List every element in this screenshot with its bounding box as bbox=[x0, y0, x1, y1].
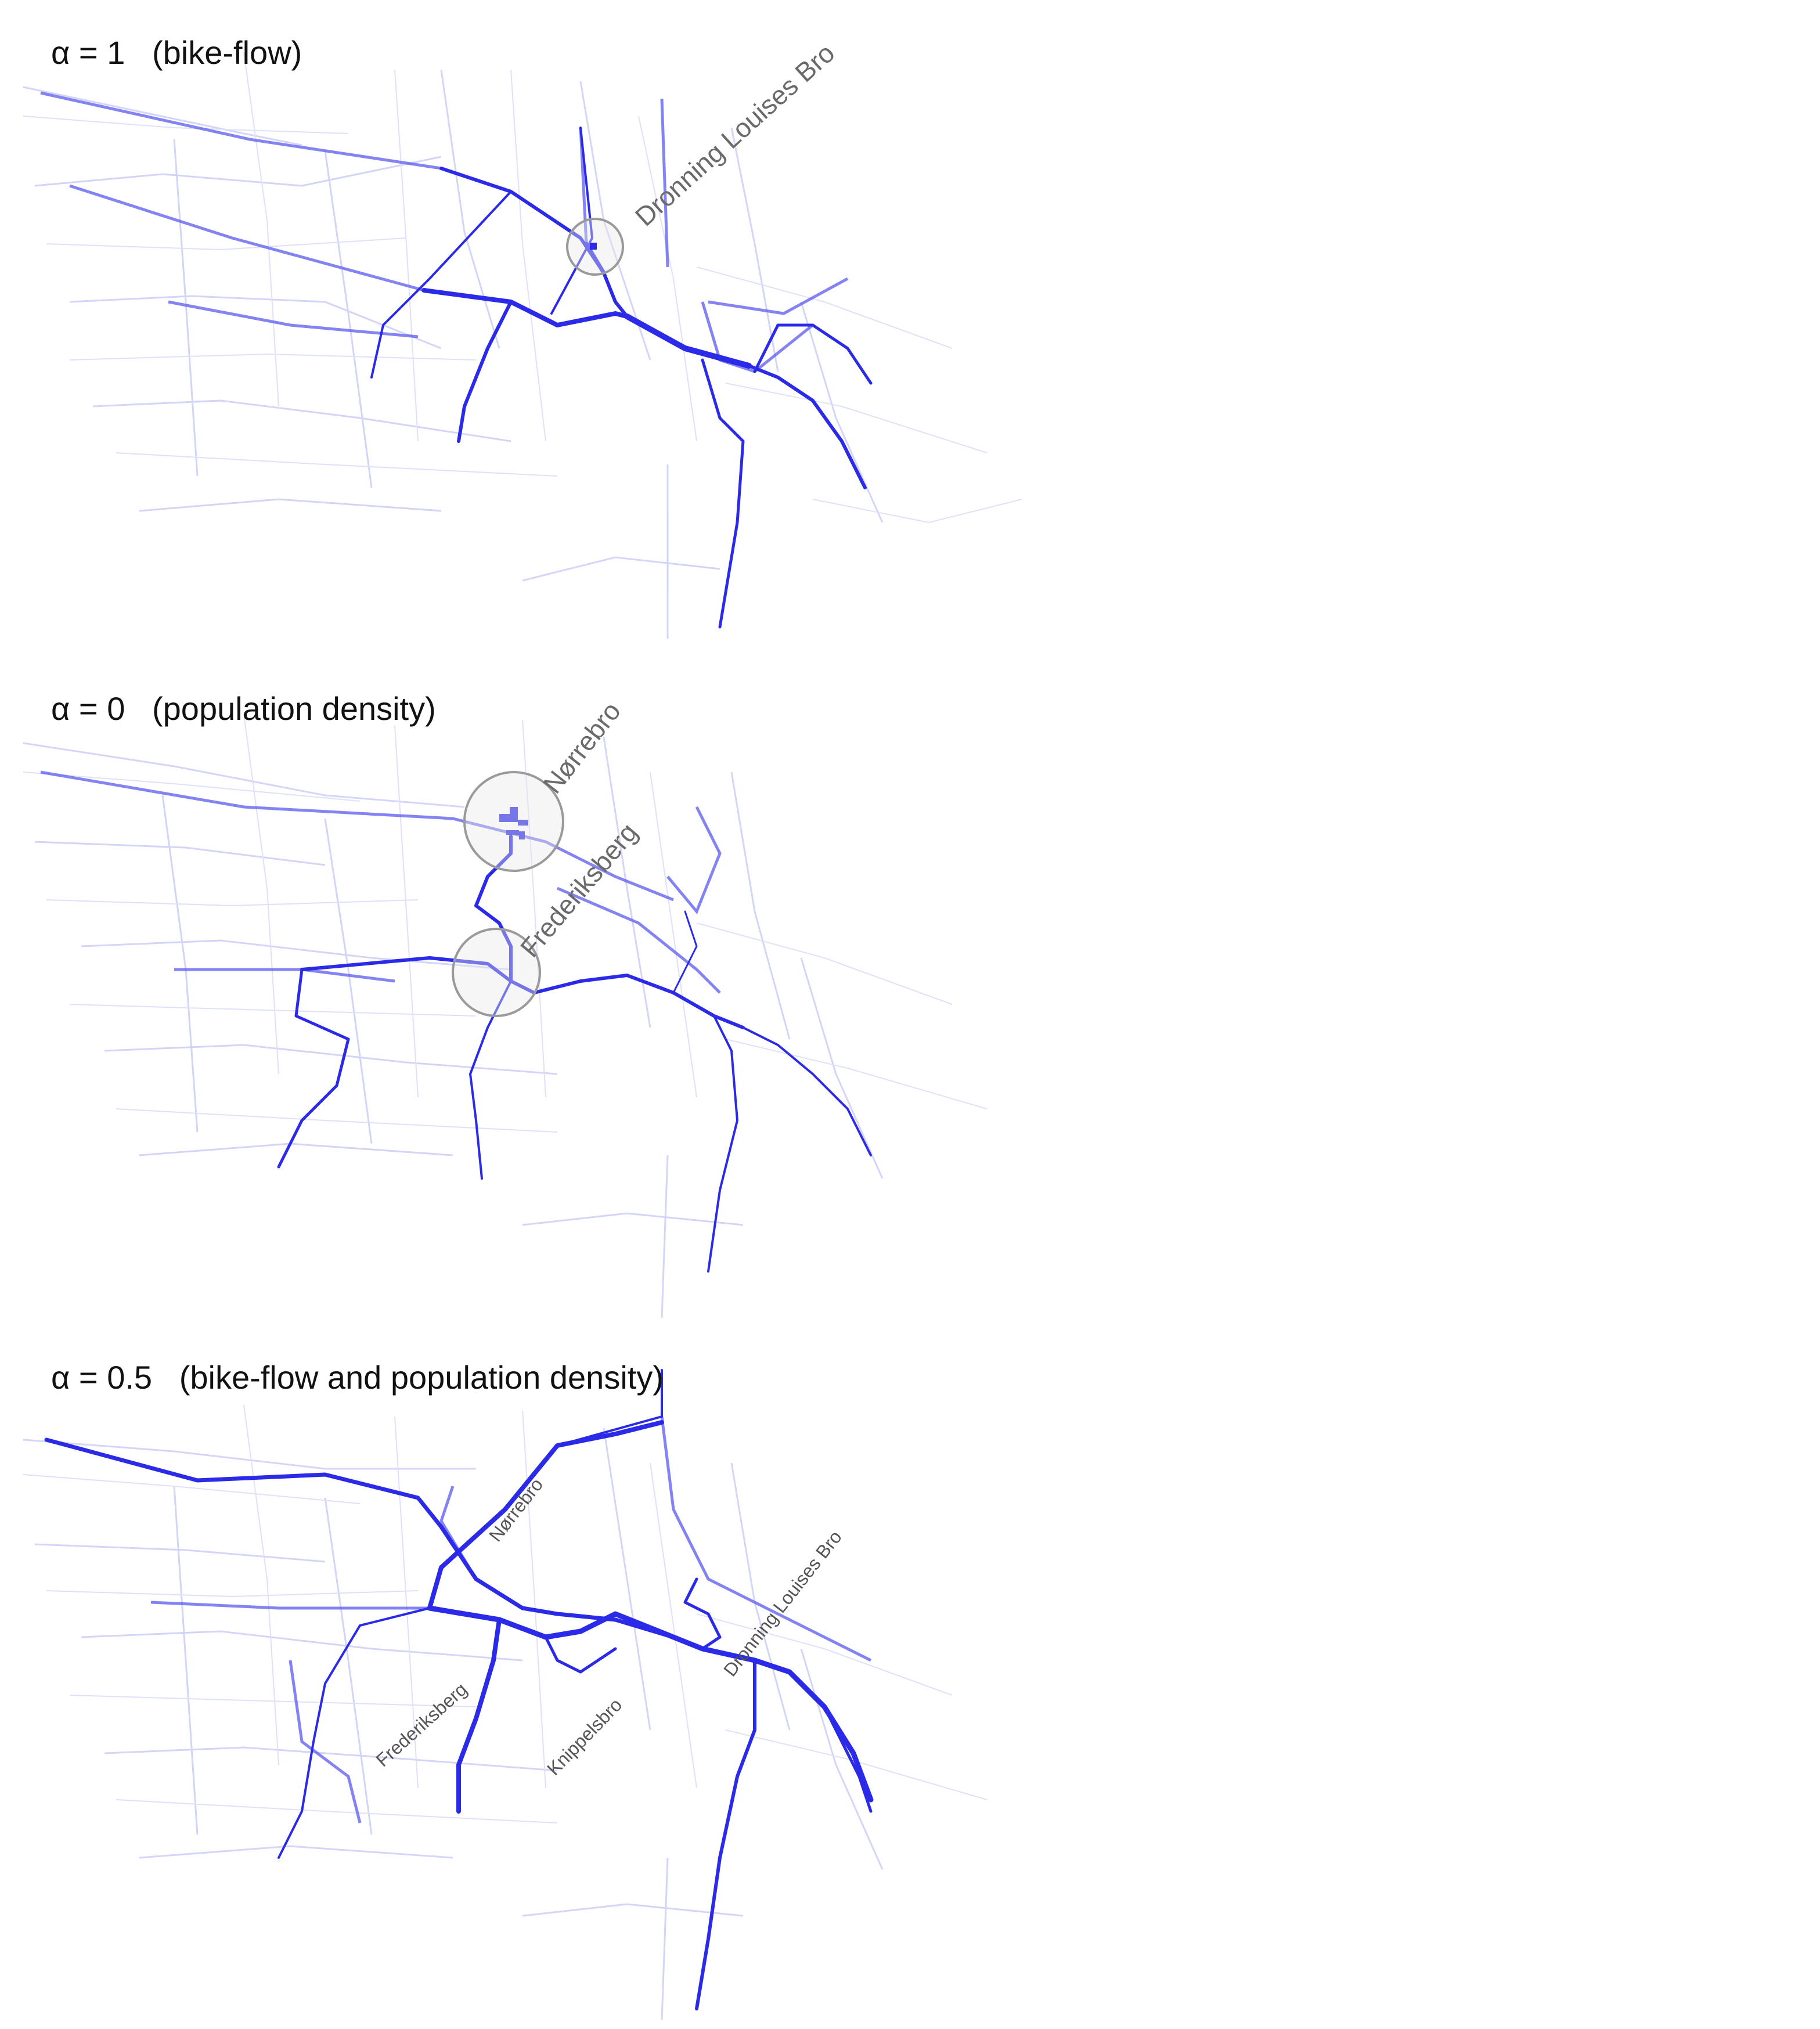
label-norrebro: Nørrebro bbox=[537, 696, 626, 799]
main-routes bbox=[370, 127, 873, 629]
highlight-circle-frederiksberg bbox=[452, 928, 541, 1017]
main-routes bbox=[277, 834, 872, 1273]
main-routes bbox=[44, 1369, 874, 2010]
route-network bbox=[40, 770, 722, 994]
label-dronning-louises-bro: Dronning Louises Bro bbox=[719, 1527, 846, 1681]
label-frederiksberg: Frederiksberg bbox=[372, 1678, 471, 1771]
route-network bbox=[40, 91, 849, 373]
map-panel-bike-flow: Dronning Louises Bro α = 1 (bike-flow) bbox=[0, 0, 1045, 662]
label-dronning-louises-bro: Dronning Louises Bro bbox=[629, 38, 841, 232]
map-panel-combined: Nørrebro Dronning Louises Bro Frederiksb… bbox=[0, 1335, 1045, 2021]
street-network bbox=[23, 737, 884, 1318]
street-network-fine bbox=[23, 52, 1022, 524]
map-population-density: Nørrebro Frederiksberg bbox=[23, 696, 988, 1318]
panel-title-bike-flow: α = 1 (bike-flow) bbox=[51, 34, 302, 71]
label-norrebro: Nørrebro bbox=[485, 1474, 547, 1545]
street-network-fine bbox=[23, 713, 988, 1133]
street-network bbox=[23, 69, 884, 639]
label-knippelsbro: Knippelsbro bbox=[543, 1694, 626, 1779]
map-bike-flow: Dronning Louises Bro bbox=[23, 38, 1022, 639]
street-network-fine bbox=[23, 1404, 988, 1823]
density-cluster bbox=[499, 807, 528, 839]
map-combined: Nørrebro Dronning Louises Bro Frederiksb… bbox=[23, 1369, 988, 2021]
highlight-circle-norrebro bbox=[463, 771, 564, 872]
panel-title-population-density: α = 0 (population density) bbox=[51, 690, 436, 727]
map-panel-population-density: Nørrebro Frederiksberg α = 0 (population… bbox=[0, 668, 1045, 1329]
panel-title-combined: α = 0.5 (bike-flow and population densit… bbox=[51, 1359, 664, 1396]
